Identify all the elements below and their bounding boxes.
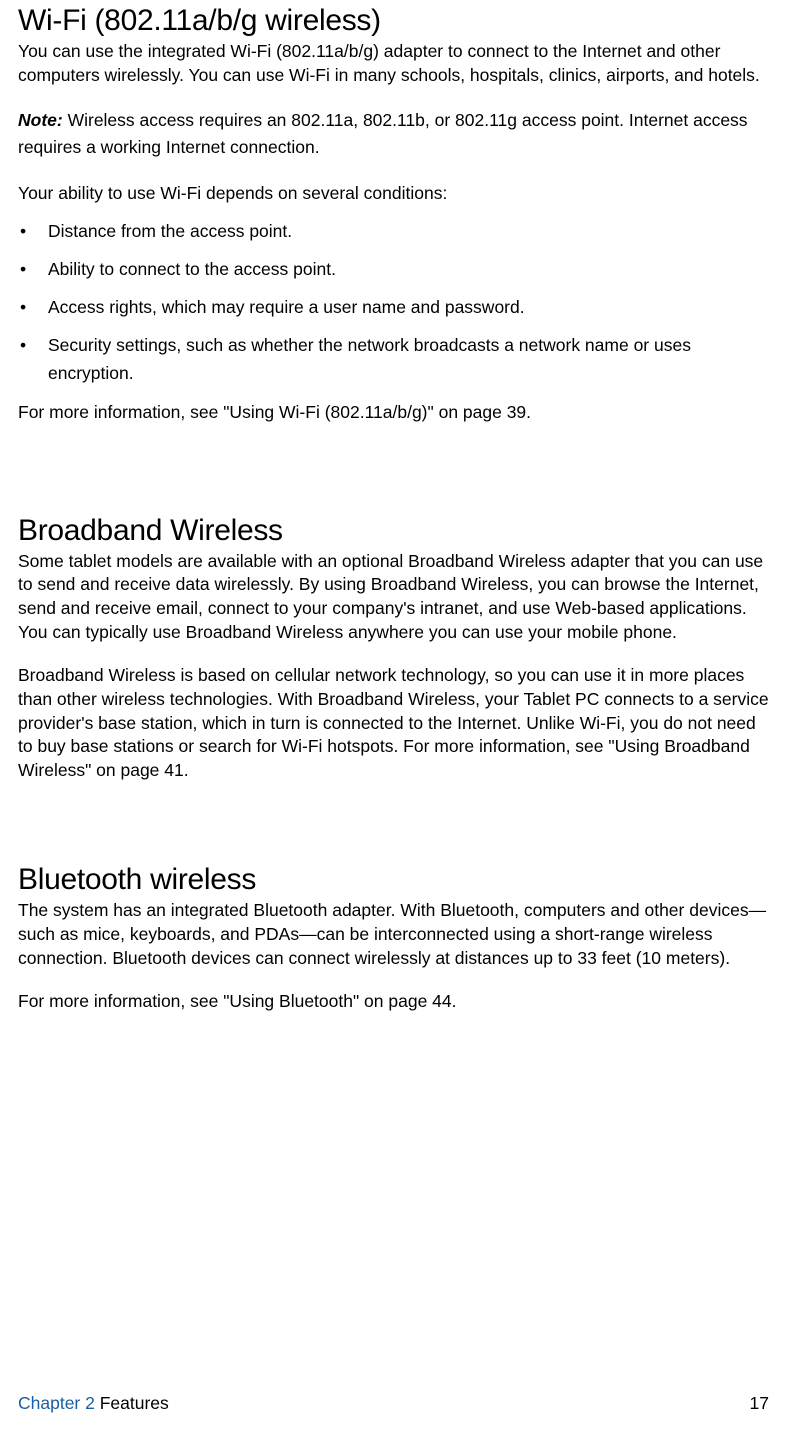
wifi-intro: You can use the integrated Wi-Fi (802.11… <box>18 40 769 87</box>
list-item: Security settings, such as whether the n… <box>18 331 769 387</box>
broadband-p2: Broadband Wireless is based on cellular … <box>18 664 769 782</box>
page-footer: Chapter 2 Features 17 <box>18 1393 769 1414</box>
chapter-label: Chapter 2 <box>18 1393 95 1413</box>
wifi-cross-ref: For more information, see "Using Wi-Fi (… <box>18 401 769 425</box>
wifi-conditions-intro: Your ability to use Wi-Fi depends on sev… <box>18 182 769 206</box>
broadband-p1: Some tablet models are available with an… <box>18 550 769 645</box>
section-spacer <box>18 445 769 510</box>
section-heading-bluetooth: Bluetooth wireless <box>18 863 769 897</box>
wifi-conditions-list: Distance from the access point. Ability … <box>18 217 769 387</box>
section-spacer <box>18 794 769 859</box>
note-body: Wireless access requires an 802.11a, 802… <box>18 110 748 157</box>
chapter-title: Features <box>95 1393 169 1413</box>
note-label: Note: <box>18 110 63 130</box>
list-item: Access rights, which may require a user … <box>18 293 769 321</box>
bluetooth-p1: The system has an integrated Bluetooth a… <box>18 899 769 970</box>
section-heading-wifi: Wi-Fi (802.11a/b/g wireless) <box>18 4 769 38</box>
footer-left: Chapter 2 Features <box>18 1393 169 1414</box>
page-number: 17 <box>750 1393 769 1414</box>
list-item: Ability to connect to the access point. <box>18 255 769 283</box>
bluetooth-cross-ref: For more information, see "Using Bluetoo… <box>18 990 769 1014</box>
wifi-note: Note: Wireless access requires an 802.11… <box>18 107 769 161</box>
section-heading-broadband: Broadband Wireless <box>18 514 769 548</box>
list-item: Distance from the access point. <box>18 217 769 245</box>
